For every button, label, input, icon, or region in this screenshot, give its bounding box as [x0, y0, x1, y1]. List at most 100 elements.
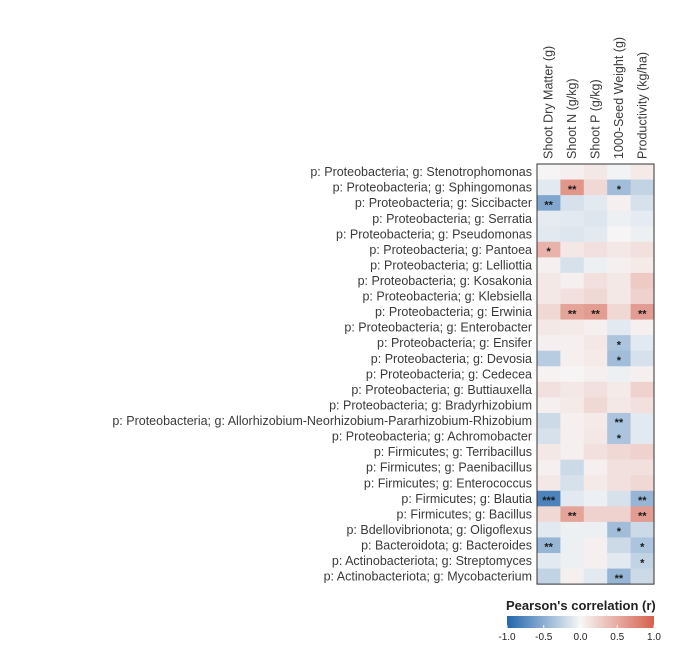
significance-mark: **	[544, 199, 553, 211]
heatmap-cell	[607, 521, 631, 538]
heatmap-cell	[607, 381, 631, 398]
heatmap-cell	[583, 506, 608, 523]
heatmap-cell	[607, 272, 631, 289]
heatmap-cell	[630, 568, 655, 585]
row-label: p: Proteobacteria; g: Ensifer	[377, 336, 532, 350]
heatmap-cell	[630, 381, 655, 398]
heatmap-cell	[537, 241, 561, 258]
heatmap-cell	[560, 195, 585, 211]
heatmap-cell	[630, 444, 655, 460]
heatmap-cell	[607, 241, 631, 258]
heatmap-cell	[630, 241, 655, 258]
heatmap-cell	[607, 304, 631, 320]
heatmap-cell	[607, 506, 631, 523]
significance-mark: **	[544, 542, 553, 554]
heatmap-cell	[537, 226, 561, 243]
heatmap-cell	[630, 412, 655, 429]
heatmap-cell	[537, 335, 561, 352]
heatmap-cell	[537, 475, 561, 492]
heatmap-cell	[560, 164, 585, 180]
heatmap-cell	[607, 350, 631, 367]
heatmap-cell	[537, 164, 561, 180]
heatmap-cell	[560, 319, 585, 336]
heatmap-cell	[560, 490, 585, 507]
heatmap-cell	[537, 490, 561, 507]
column-labels: Shoot Dry Matter (g) Shoot N (g/kg) Shoot …	[542, 37, 650, 159]
row-label: p: Proteobacteria; g: Bradyrhizobium	[329, 398, 532, 412]
heatmap-cell	[607, 319, 631, 336]
heatmap-cell	[537, 412, 561, 429]
legend-title: Pearson's correlation (r)	[506, 598, 656, 613]
heatmap-cell	[630, 428, 655, 445]
row-label: p: Bacteroidota; g: Bacteroides	[361, 539, 532, 553]
row-label: p: Proteobacteria; g: Achromobacter	[332, 430, 532, 444]
heatmap-cell	[583, 304, 608, 320]
heatmap-cell	[583, 179, 608, 196]
heatmap-cell	[607, 537, 631, 554]
heatmap-cell	[630, 210, 655, 227]
significance-mark: **	[638, 495, 647, 507]
heatmap-cell	[607, 553, 631, 569]
significance-mark: **	[638, 511, 647, 523]
row-label: p: Proteobacteria; g: Devosia	[371, 352, 532, 366]
column-label: 1000-Seed Weight (g)	[612, 37, 626, 159]
heatmap-cell	[537, 319, 561, 336]
legend-tick-label: 1.0	[647, 632, 661, 643]
heatmap-cell	[537, 428, 561, 445]
heatmap-cell	[560, 241, 585, 258]
heatmap-cell	[583, 444, 608, 460]
heatmap-cells	[537, 164, 655, 585]
heatmap-cell	[630, 272, 655, 289]
heatmap-cell	[583, 537, 608, 554]
heatmap-cell	[630, 521, 655, 538]
color-legend: Pearson's correlation (r) -1.0 -0.5 0.0 0.5…	[498, 598, 661, 643]
heatmap-cell	[537, 288, 561, 305]
significance-mark: **	[615, 573, 624, 585]
heatmap-cell	[583, 475, 608, 492]
heatmap-border	[536, 163, 655, 585]
significance-mark: **	[591, 308, 600, 320]
heatmap-cell	[583, 366, 608, 383]
heatmap-cell	[583, 381, 608, 398]
row-label: p: Actinobacteriota; g: Streptomyces	[332, 554, 532, 568]
legend-tick-label: 0.5	[610, 632, 624, 643]
heatmap-cell	[560, 179, 585, 196]
row-label: p: Firmicutes; g: Blautia	[401, 492, 532, 506]
heatmap-cell	[583, 521, 608, 538]
heatmap-cell	[537, 444, 561, 460]
heatmap-cell	[560, 568, 585, 585]
heatmap-cell	[560, 444, 585, 460]
heatmap-cell	[560, 397, 585, 414]
heatmap-cell	[560, 350, 585, 367]
heatmap-cell	[537, 397, 561, 414]
heatmap-cell	[607, 459, 631, 476]
heatmap-cell	[537, 506, 561, 523]
heatmap-cell	[560, 335, 585, 352]
heatmap-cell	[607, 210, 631, 227]
heatmap-cell	[607, 288, 631, 305]
heatmap-cell	[607, 475, 631, 492]
heatmap-cell	[560, 521, 585, 538]
heatmap-cell	[583, 568, 608, 585]
significance-mark: *	[617, 184, 622, 196]
heatmap-cell	[560, 475, 585, 492]
heatmap-cell	[537, 553, 561, 569]
heatmap-cell	[560, 304, 585, 320]
heatmap-cell	[583, 195, 608, 211]
heatmap-cell	[630, 288, 655, 305]
row-label: p: Proteobacteria; g: Erwinia	[375, 305, 532, 319]
significance-mark: *	[640, 557, 645, 569]
heatmap-cell	[607, 412, 631, 429]
significance-mark: ***	[542, 495, 556, 507]
significance-mark: **	[615, 417, 624, 429]
heatmap-cell	[630, 179, 655, 196]
row-label: p: Proteobacteria; g: Kosakonia	[358, 274, 532, 288]
heatmap-cell	[630, 304, 655, 320]
heatmap-cell	[537, 350, 561, 367]
heatmap-cell	[583, 350, 608, 367]
row-label: p: Firmicutes; g: Enterococcus	[364, 476, 532, 490]
heatmap-cell	[537, 272, 561, 289]
row-label: p: Proteobacteria; g: Klebsiella	[362, 290, 532, 304]
heatmap-cell	[630, 350, 655, 367]
